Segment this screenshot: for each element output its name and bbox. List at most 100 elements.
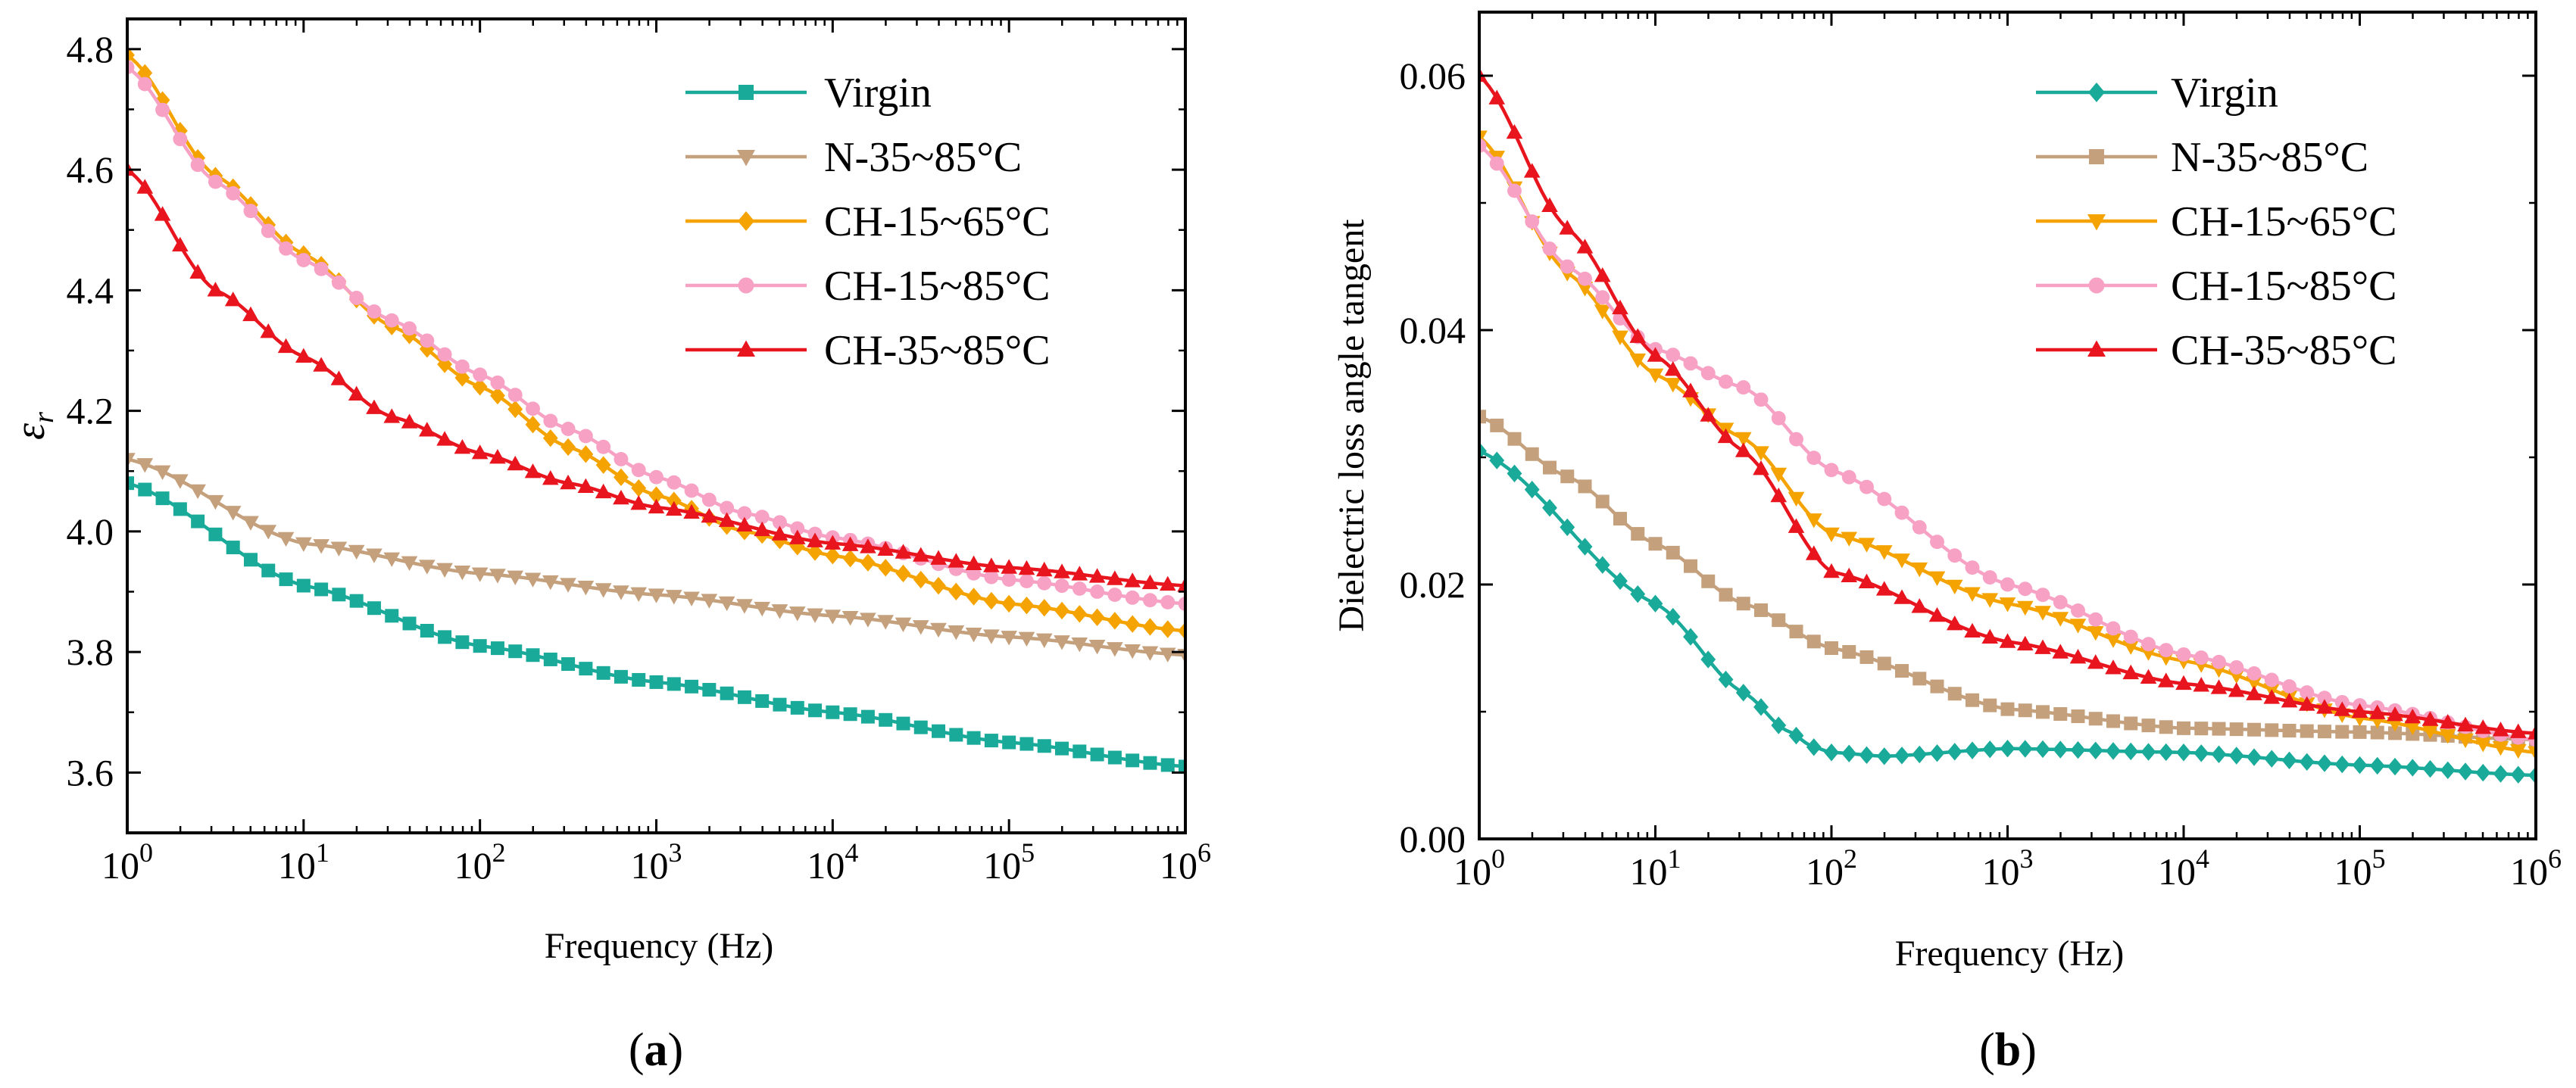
- data-point: [631, 463, 646, 478]
- data-point: [1964, 622, 1981, 638]
- data-point: [1525, 214, 1540, 229]
- data-point: [1090, 747, 1104, 762]
- data-point: [2087, 741, 2103, 759]
- data-point: [436, 563, 453, 578]
- data-point: [1824, 744, 1839, 762]
- data-point: [2176, 744, 2191, 762]
- data-point: [1035, 561, 1053, 577]
- data-point: [841, 536, 859, 551]
- data-point: [127, 60, 135, 75]
- data-point: [473, 367, 488, 382]
- data-point: [261, 223, 276, 238]
- data-point: [1578, 271, 1592, 286]
- data-point: [402, 321, 417, 336]
- data-point: [790, 700, 804, 715]
- data-point: [737, 506, 752, 521]
- data-point: [1982, 570, 1997, 585]
- data-point: [701, 492, 717, 507]
- data-point: [561, 657, 576, 672]
- data-point: [1576, 238, 1594, 254]
- data-point: [1701, 574, 1716, 588]
- data-point: [1594, 304, 1611, 320]
- data-point: [155, 91, 170, 109]
- data-point: [1700, 407, 1717, 422]
- data-point: [1771, 410, 1786, 426]
- data-point: [1018, 631, 1035, 647]
- data-point: [543, 652, 557, 666]
- data-point: [1947, 743, 1962, 761]
- data-point: [1125, 590, 1140, 605]
- data-point: [1771, 716, 1787, 734]
- data-point: [2053, 740, 2069, 759]
- data-point: [788, 606, 806, 622]
- data-point: [1666, 545, 1680, 560]
- data-point: [2300, 685, 2315, 700]
- data-point: [843, 707, 857, 722]
- data-point: [1859, 479, 1874, 494]
- data-point: [1983, 698, 1997, 712]
- data-point: [2034, 606, 2051, 621]
- data-point: [2405, 759, 2421, 777]
- data-point: [649, 675, 664, 689]
- y-axis-title: Dielectric loss angle tangent: [1332, 219, 1372, 632]
- data-point: [1964, 587, 1981, 602]
- data-point: [420, 333, 435, 348]
- data-point: [1841, 744, 1857, 762]
- data-point: [1054, 635, 1070, 650]
- data-point: [330, 541, 348, 556]
- data-point: [1788, 491, 1805, 507]
- data-point: [1665, 607, 1681, 626]
- data-point: [649, 469, 664, 485]
- series-CH-35~85°C: [127, 161, 1185, 592]
- data-point: [279, 241, 293, 256]
- data-point: [127, 46, 135, 64]
- data-point: [366, 399, 382, 414]
- data-point: [2228, 682, 2245, 697]
- legend-label: N-35~85°C: [824, 134, 1022, 181]
- data-point: [1719, 374, 1733, 389]
- data-point: [2457, 716, 2474, 732]
- data-point: [1142, 593, 1157, 608]
- data-point: [420, 623, 434, 638]
- data-point: [2071, 603, 2085, 618]
- legend-marker: [2089, 149, 2104, 164]
- data-point: [2265, 723, 2279, 737]
- data-point: [385, 609, 399, 623]
- data-point: [1719, 588, 1733, 602]
- data-point: [1895, 664, 1909, 678]
- data-point: [1858, 538, 1875, 553]
- data-point: [2053, 707, 2068, 722]
- data-point: [1019, 596, 1035, 615]
- data-point: [1946, 579, 1963, 595]
- data-point: [984, 734, 998, 748]
- data-point: [2475, 737, 2492, 753]
- data-point: [1107, 570, 1123, 585]
- data-point: [277, 532, 295, 547]
- data-point: [895, 544, 912, 559]
- data-point: [277, 338, 295, 354]
- legend-marker: [738, 85, 754, 100]
- data-point: [1107, 612, 1123, 630]
- data-point: [2018, 703, 2032, 718]
- data-point: [314, 582, 329, 597]
- data-point: [1947, 548, 1962, 563]
- data-point: [2510, 765, 2526, 784]
- data-point: [1806, 738, 1822, 756]
- data-point: [454, 359, 470, 374]
- data-point: [2088, 612, 2103, 627]
- data-point: [490, 386, 505, 405]
- data-point: [2000, 577, 2015, 592]
- data-point: [949, 728, 963, 742]
- data-point: [648, 486, 664, 504]
- data-point: [2194, 650, 2209, 666]
- data-point: [1736, 380, 1751, 395]
- data-point: [2282, 724, 2297, 738]
- data-point: [595, 456, 611, 474]
- data-point: [2052, 644, 2069, 659]
- data-point: [1630, 585, 1646, 603]
- data-point: [683, 503, 700, 519]
- data-point: [1490, 418, 1504, 432]
- data-point: [932, 724, 946, 738]
- data-point: [419, 422, 436, 437]
- series-CH-35~85°C: [1479, 67, 2536, 740]
